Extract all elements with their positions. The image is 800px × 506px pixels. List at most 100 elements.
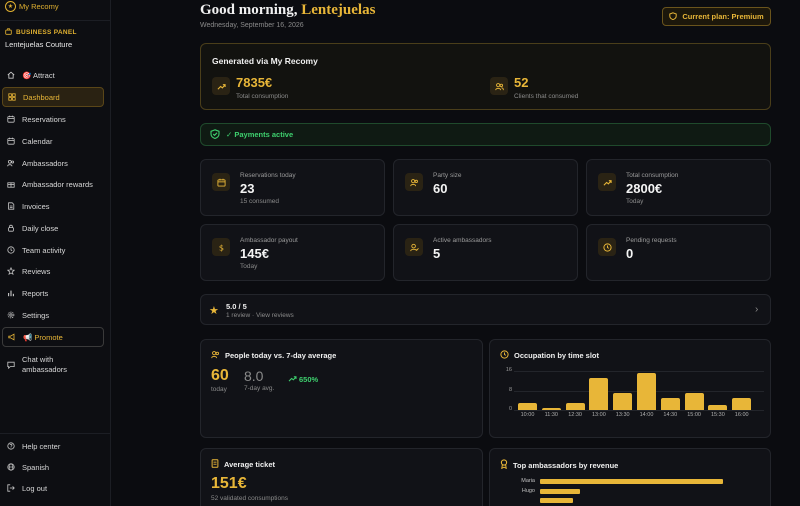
sidebar-item-label: Calendar <box>22 136 53 146</box>
sidebar: ★ My Recomy BUSINESS PANEL Lentejuelas C… <box>0 0 111 506</box>
home-icon <box>7 71 15 79</box>
stat-label: Pending requests <box>626 237 677 244</box>
user-name: Lentejuelas <box>301 2 376 18</box>
shield-icon <box>669 11 678 22</box>
generated-title: Generated via My Recomy <box>212 56 318 66</box>
ticket-value: 151€ <box>211 475 247 492</box>
x-tick-label: 15:30 <box>711 412 725 418</box>
people-avg-label: 7-day avg. <box>244 385 275 392</box>
stat-label: Party size <box>433 172 462 179</box>
logout-icon <box>7 484 15 492</box>
sidebar-bottom-logout[interactable]: Log out <box>2 478 104 498</box>
occupation-bar <box>732 397 752 410</box>
sidebar-bottom-help[interactable]: Help center <box>2 436 104 456</box>
occupation-bar <box>565 402 585 410</box>
occupation-bar <box>518 402 537 410</box>
sidebar-item-11[interactable]: Settings <box>2 305 104 325</box>
sidebar-item-9[interactable]: Reviews <box>2 261 104 281</box>
stat-value: 0 <box>626 246 634 261</box>
current-plan-button[interactable]: Current plan: Premium <box>662 7 771 26</box>
sidebar-item-label: 📢 Promote <box>23 332 63 342</box>
business-name: Lentejuelas Couture <box>5 40 73 49</box>
sidebar-item-label-line: Chat with <box>22 355 54 364</box>
people-today-label: today <box>211 386 227 393</box>
users-icon <box>211 350 220 361</box>
stat-label: Reservations today <box>240 172 296 179</box>
people-avg-value: 8.0 <box>244 368 264 384</box>
stat-sub: Today <box>626 198 644 205</box>
sidebar-item-label: Daily close <box>22 223 59 233</box>
users-icon <box>490 77 508 95</box>
receipt-icon <box>211 459 219 470</box>
stat-value: 23 <box>240 181 255 196</box>
occupation-bar <box>660 397 680 410</box>
chevron-right-icon: › <box>755 304 759 315</box>
sidebar-bottom-globe[interactable]: Spanish <box>2 457 104 477</box>
x-tick-label: 13:00 <box>592 412 606 418</box>
occupation-bar <box>541 407 561 410</box>
divider <box>0 20 110 21</box>
logo-icon: ★ <box>5 0 16 12</box>
dollar-icon: $ <box>212 238 230 256</box>
people-today-value: 60 <box>211 367 229 384</box>
calendar-icon <box>7 137 15 145</box>
sidebar-item-12[interactable]: 📢 Promote <box>2 327 104 347</box>
gift-icon <box>7 180 15 188</box>
app-name: My Recomy <box>19 1 59 11</box>
activity-icon <box>7 246 15 254</box>
stat-card: Reservations today 23 15 consumed <box>200 159 385 216</box>
shield-check-icon <box>210 128 220 141</box>
megaphone-icon <box>8 333 16 341</box>
grid-icon <box>8 93 16 101</box>
occupation-bar <box>637 373 656 410</box>
sidebar-item-label: Settings <box>22 310 50 320</box>
star-icon: ★ <box>209 305 219 317</box>
user-check-icon <box>405 238 423 256</box>
business-panel-label: BUSINESS PANEL <box>5 28 77 37</box>
ambassador-label: Hugo <box>521 487 535 494</box>
stat-value: 145€ <box>240 246 269 261</box>
briefcase-icon <box>5 28 12 37</box>
payments-status: ✓ Payments active <box>200 123 771 146</box>
review-link[interactable]: 1 review · View reviews <box>226 312 294 319</box>
ambassador-bar <box>540 488 581 494</box>
clock-icon <box>598 238 616 256</box>
stat-value: 60 <box>433 181 448 196</box>
lock-icon <box>7 224 15 232</box>
sidebar-item-label: Invoices <box>22 201 50 211</box>
gridline <box>514 410 764 411</box>
top-ambassadors-card: Top ambassadors by revenue Maria Hugo <box>489 448 771 506</box>
globe-icon <box>7 463 15 471</box>
ambassador-bar <box>540 498 573 503</box>
sidebar-item-10[interactable]: Reports <box>2 283 104 303</box>
reviews-summary[interactable]: ★ 5.0 / 5 1 review · View reviews › <box>200 294 771 325</box>
trending-up-icon <box>212 77 230 95</box>
current-date: Wednesday, September 16, 2026 <box>200 22 304 29</box>
x-tick-label: 15:00 <box>687 412 701 418</box>
ambassador-bar <box>540 479 723 484</box>
trending-up-icon <box>598 173 616 191</box>
sidebar-item-4[interactable]: Ambassadors <box>2 153 104 173</box>
divider <box>0 433 110 434</box>
award-icon <box>500 459 508 471</box>
sidebar-item-0[interactable]: 🎯 Attract <box>2 65 104 85</box>
y-tick-label: 0 <box>508 406 512 412</box>
sidebar-item-label: Dashboard <box>23 92 60 102</box>
sidebar-bottom-label: Help center <box>22 441 61 451</box>
chat-icon <box>7 361 15 369</box>
sidebar-item-8[interactable]: Team activity <box>2 240 104 260</box>
people-title: People today vs. 7-day average <box>225 351 337 360</box>
stat-sub: 15 consumed <box>240 198 280 205</box>
sidebar-item-7[interactable]: Daily close <box>2 218 104 238</box>
sidebar-item-3[interactable]: Calendar <box>2 131 104 151</box>
sidebar-item-13[interactable]: Chat with ambassadors <box>2 352 104 378</box>
sidebar-item-label: Ambassadors <box>22 158 68 168</box>
sidebar-item-5[interactable]: Ambassador rewards <box>2 174 104 194</box>
app-logo[interactable]: ★ My Recomy <box>5 0 59 12</box>
sidebar-item-2[interactable]: Reservations <box>2 109 104 129</box>
x-tick-label: 12:30 <box>568 412 582 418</box>
sidebar-item-6[interactable]: Invoices <box>2 196 104 216</box>
sidebar-item-1[interactable]: Dashboard <box>2 87 104 107</box>
gear-icon <box>7 311 15 319</box>
occupation-bar <box>684 392 704 410</box>
